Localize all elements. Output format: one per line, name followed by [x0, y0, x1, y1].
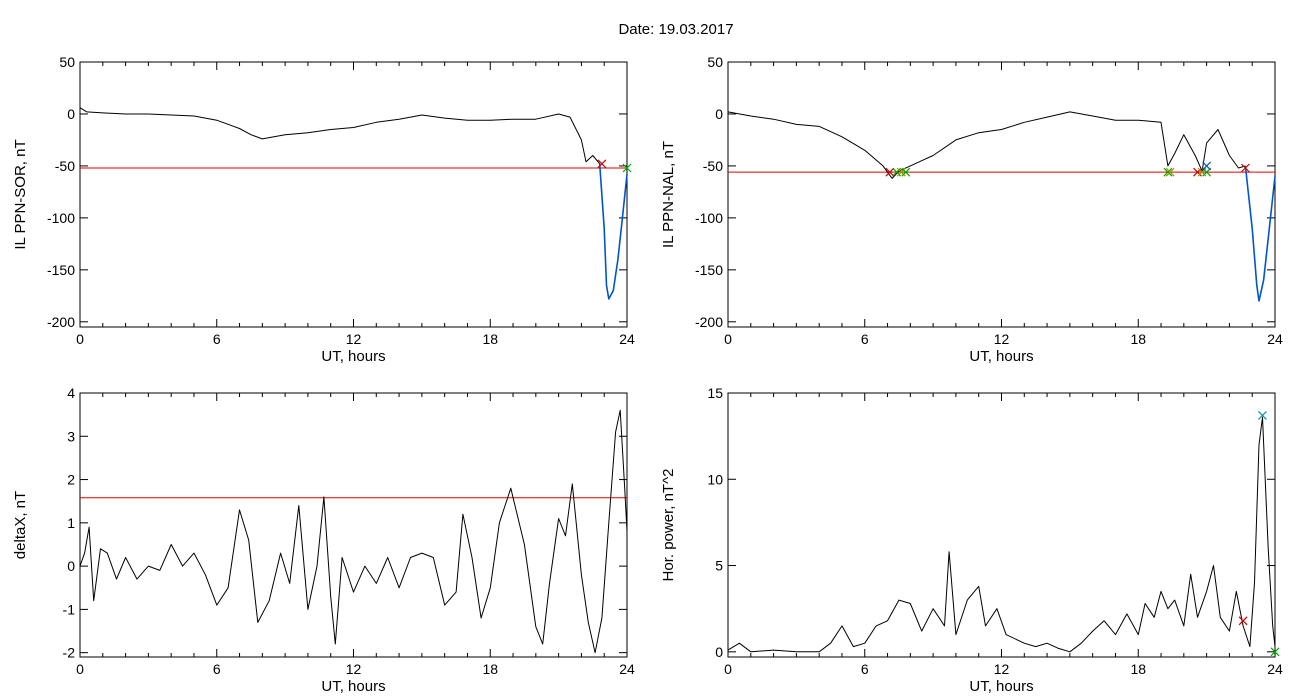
series-line [727, 416, 1276, 653]
x-tick-label: 18 [482, 661, 498, 677]
y-tick-label: 0 [67, 558, 75, 574]
event-marker [885, 167, 895, 177]
x-tick-label: 0 [724, 661, 732, 677]
y-tick-label: -50 [55, 158, 75, 174]
x-tick-label: 6 [213, 661, 221, 677]
x-tick-label: 18 [1130, 331, 1146, 347]
marker-stroke [1258, 411, 1267, 420]
plot-frame [79, 61, 628, 328]
event-marker [1202, 167, 1212, 177]
x-tick-label: 12 [346, 331, 362, 347]
y-tick-label: 1 [67, 515, 75, 531]
y-tick-label: -100 [695, 210, 723, 226]
event-marker [1165, 167, 1175, 177]
event-marker [1238, 616, 1248, 626]
x-tick-label: 24 [619, 331, 635, 347]
y-tick-label: -2 [63, 645, 76, 661]
x-tick-label: 24 [1267, 661, 1283, 677]
panel-deltax: 0 6 12 18 24 4 3 2 1 0 -1 -2 deltaX, nT UT, hours [12, 385, 635, 695]
y-tick-label: 0 [715, 644, 723, 660]
x-tick-label: 12 [346, 661, 362, 677]
marker-stroke [1165, 167, 1175, 177]
y-tick-label: 0 [67, 106, 75, 122]
marker-stroke [885, 167, 895, 177]
marker-stroke [1238, 616, 1248, 626]
xlabel: UT, hours [969, 348, 1033, 365]
series-line [79, 409, 628, 654]
plot-frame [727, 392, 1276, 658]
y-tick-label: -150 [695, 262, 723, 278]
marker-stroke [1202, 167, 1212, 177]
y-tick-label: -1 [63, 601, 76, 617]
marker-stroke [1202, 161, 1212, 171]
y-tick-label: 15 [707, 385, 723, 401]
ylabel: IL PPN-SOR, nT [12, 139, 29, 249]
x-tick-label: 6 [861, 331, 869, 347]
date-label: Date: 19.03.2017 [618, 21, 733, 38]
event-marker [1270, 647, 1280, 657]
series-line [1244, 165, 1276, 302]
panel-il-ppn-nal: 0 6 12 18 24 50 0 -50 -100 -150 -200 IL PPN-NAL, nT… [660, 54, 1283, 365]
event-marker [597, 159, 607, 169]
xlabel: UT, hours [321, 678, 385, 695]
series-line [598, 163, 628, 300]
x-tick-label: 0 [76, 331, 84, 347]
marker-stroke [901, 167, 911, 177]
panel-il-ppn-sor: 0 6 12 18 24 50 0 -50 -100 -150 -200 IL PPN-SOR, nT… [12, 54, 635, 365]
xlabel: UT, hours [321, 348, 385, 365]
y-tick-label: -150 [47, 262, 75, 278]
y-tick-label: -50 [703, 158, 723, 174]
x-tick-label: 0 [76, 661, 84, 677]
y-tick-label: 0 [715, 106, 723, 122]
y-tick-label: 4 [67, 385, 75, 401]
marker-stroke [1240, 163, 1250, 173]
x-tick-label: 18 [482, 331, 498, 347]
y-tick-label: 2 [67, 472, 75, 488]
plot-frame [79, 392, 628, 658]
marker-stroke [1270, 647, 1280, 657]
y-tick-label: 5 [715, 558, 723, 574]
event-marker [901, 167, 911, 177]
x-tick-label: 6 [213, 331, 221, 347]
xlabel: UT, hours [969, 678, 1033, 695]
event-marker [1202, 161, 1212, 171]
x-tick-label: 6 [861, 661, 869, 677]
ylabel: deltaX, nT [12, 491, 29, 559]
panel-hor-power: 0 6 12 18 24 15 10 5 0 Hor. power, nT^2 UT, hours [660, 385, 1283, 695]
y-tick-label: -200 [695, 314, 723, 330]
ylabel: IL PPN-NAL, nT [660, 141, 677, 248]
marker-stroke [597, 159, 607, 169]
marker-stroke [1163, 167, 1173, 177]
series-line [79, 107, 601, 165]
ylabel: Hor. power, nT^2 [660, 469, 677, 582]
event-marker [1240, 163, 1250, 173]
event-marker [1258, 411, 1267, 420]
y-tick-label: 10 [707, 471, 723, 487]
x-tick-label: 24 [619, 661, 635, 677]
y-tick-label: 50 [707, 54, 723, 70]
x-tick-label: 12 [994, 661, 1010, 677]
y-tick-label: 50 [59, 54, 75, 70]
y-tick-label: -100 [47, 210, 75, 226]
marker-stroke [622, 163, 632, 173]
x-tick-label: 0 [724, 331, 732, 347]
x-tick-label: 24 [1267, 331, 1283, 347]
x-tick-label: 12 [994, 331, 1010, 347]
series-line [727, 111, 1246, 179]
y-tick-label: -200 [47, 314, 75, 330]
y-tick-label: 3 [67, 428, 75, 444]
event-marker [622, 163, 632, 173]
event-marker [1163, 167, 1173, 177]
plot-frame [727, 61, 1276, 328]
x-tick-label: 18 [1130, 661, 1146, 677]
